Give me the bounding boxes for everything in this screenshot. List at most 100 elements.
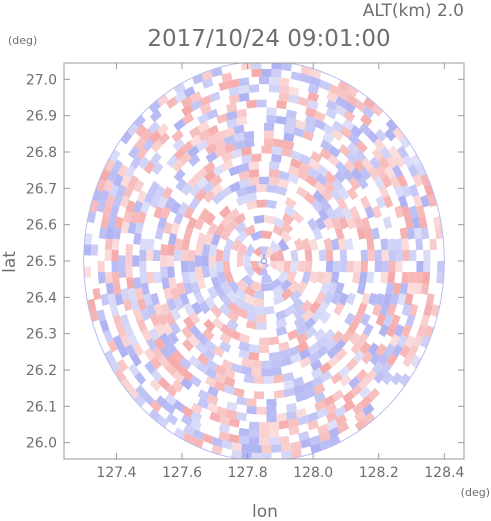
radar-cell [196, 361, 209, 375]
radar-cell [375, 343, 387, 357]
radar-cell [136, 190, 148, 204]
radar-cell [248, 437, 260, 446]
radar-cell [190, 410, 203, 423]
radar-cell [112, 334, 124, 349]
radar-cell [188, 271, 198, 284]
radar-cell [367, 387, 380, 402]
radar-cell [359, 122, 372, 136]
radar-cell [331, 389, 345, 402]
radar-cell [386, 303, 397, 317]
radar-cell [419, 335, 431, 349]
radar-cell [413, 227, 423, 240]
radar-cell [281, 221, 294, 234]
radar-cell [327, 355, 340, 368]
radar-cell [103, 329, 114, 343]
radar-cell [164, 312, 176, 326]
radar-cell [271, 153, 282, 163]
radar-cell [299, 348, 311, 361]
radar-cell [194, 291, 205, 305]
radar-cell [266, 115, 277, 124]
radar-cell [107, 216, 117, 229]
radar-cell [223, 237, 234, 252]
radar-cell [161, 277, 170, 290]
radar-cell [132, 308, 143, 322]
radar-cell [203, 318, 216, 333]
radar-cell [157, 216, 167, 230]
radar-cell [317, 207, 330, 222]
radar-cell [223, 384, 236, 396]
radar-cell [243, 130, 255, 140]
radar-cell [365, 369, 378, 383]
radar-cell [225, 409, 238, 420]
radar-cell [218, 431, 230, 442]
radar-cell [331, 128, 344, 142]
radar-cell [301, 271, 312, 285]
radar-cell [148, 100, 161, 114]
radar-cell [238, 92, 250, 102]
radar-cell [328, 434, 341, 447]
x-tick-label: 127.8 [228, 465, 268, 481]
radar-cell [276, 115, 287, 125]
radar-cell [179, 292, 190, 306]
radar-cell [151, 346, 164, 361]
radar-cell [339, 261, 348, 273]
radar-cell [402, 354, 414, 368]
radar-cell [350, 341, 363, 355]
radar-cell [331, 330, 344, 344]
radar-cell [241, 274, 254, 288]
radar-cell [307, 99, 319, 111]
radar-cell [168, 276, 177, 290]
radar-cell [339, 374, 352, 387]
radar-cell [407, 344, 419, 358]
radar-cell [230, 148, 243, 159]
radar-cell [256, 406, 267, 415]
x-tick-label: 127.6 [162, 465, 202, 481]
radar-cell [238, 170, 250, 181]
radar-cell [281, 288, 294, 301]
radar-cell [283, 132, 295, 143]
radar-cell [299, 161, 311, 174]
radar-cell [173, 147, 186, 161]
radar-cell [139, 271, 148, 284]
radar-cell [215, 261, 224, 273]
radar-cell [163, 221, 173, 235]
radar-cell [157, 131, 170, 145]
radar-cell [226, 310, 239, 323]
radar-cell [238, 162, 250, 173]
radar-cell [390, 372, 403, 386]
radar-cell [328, 83, 341, 96]
radar-cell [264, 130, 275, 139]
radar-cell [143, 293, 153, 306]
radar-cell [135, 384, 148, 398]
radar-cell [316, 271, 326, 284]
radar-cell [339, 249, 348, 261]
radar-cell [223, 134, 236, 146]
radar-cell [246, 398, 257, 407]
radar-cell [235, 229, 248, 243]
radar-cell [127, 385, 139, 400]
radar-cell [299, 153, 312, 166]
radar-cell [218, 303, 231, 317]
radar-cell [120, 288, 130, 301]
radar-cell [120, 131, 133, 145]
radar-cell [248, 176, 260, 186]
radar-cell [243, 285, 256, 298]
radar-cell [153, 249, 161, 261]
radar-cell [248, 84, 260, 93]
radar-cell [238, 333, 250, 344]
radar-cell [386, 324, 397, 338]
radar-cell [218, 423, 230, 434]
radar-cell [341, 206, 353, 220]
radar-cell [201, 433, 214, 445]
radar-cell [146, 271, 155, 284]
radar-cell [236, 108, 247, 118]
radar-cell [316, 164, 329, 177]
radar-cell [337, 80, 350, 92]
radar-cell [216, 113, 228, 124]
radar-cell [111, 249, 119, 261]
radar-cell [105, 282, 115, 295]
radar-cell [366, 130, 379, 144]
radar-cell [83, 266, 92, 278]
radar-cell [166, 297, 177, 311]
